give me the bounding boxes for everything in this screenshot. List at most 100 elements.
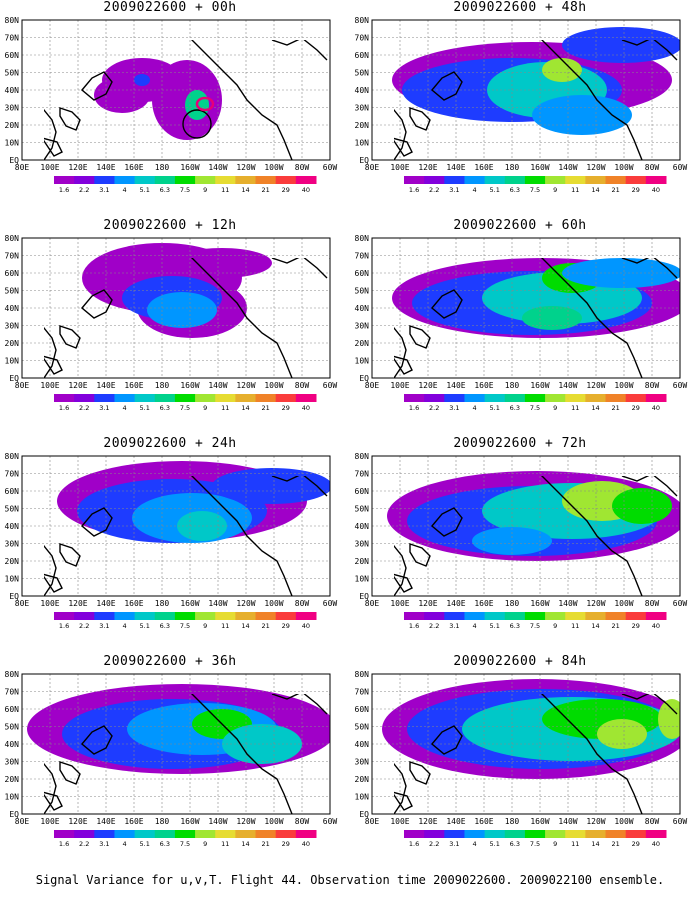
lon-tick-label: 60W [323,163,338,172]
colorbar-label: 11 [571,186,579,194]
colorbar-label: 7.5 [530,186,540,194]
lon-tick-label: 80E [365,817,380,826]
lon-tick-label: 120W [236,817,255,826]
colorbar-label: 2.2 [429,186,439,194]
colorbar-label: 7.5 [530,622,540,630]
variance-shading [522,306,582,330]
colorbar-swatch [545,612,566,620]
lon-tick-label: 120W [586,381,605,390]
panel-title: 2009022600 + 24h [103,436,237,451]
lon-tick-label: 100E [40,599,59,608]
lat-tick-label: 30N [5,540,20,549]
lon-tick-label: 180 [155,817,170,826]
colorbar-swatch [94,176,115,184]
lon-tick-label: 80W [645,599,660,608]
colorbar-swatch [54,176,75,184]
lat-tick-label: 70N [355,252,370,261]
colorbar-swatch [295,612,317,620]
colorbar-swatch [444,830,465,838]
map-frame [371,455,681,597]
lon-tick-label: 100E [40,381,59,390]
map-grid [372,456,680,596]
lon-tick-label: 100W [264,599,283,608]
lat-tick-label: 30N [5,104,20,113]
colorbar-swatch [645,612,667,620]
lat-tick-label: 40N [5,86,20,95]
colorbar-swatch [645,176,667,184]
lon-tick-label: 60W [323,817,338,826]
colorbar-label: 4 [122,404,126,412]
coastline [394,258,680,379]
lon-tick-label: 80E [365,599,380,608]
lon-tick-label: 80E [15,381,30,390]
colorbar-swatch [275,176,297,184]
colorbar-swatch [565,830,586,838]
map-panel: 2009022600 + 12h 80N 70N 60N 50N 40N 30N 20N 10N… [0,218,340,428]
colorbar-swatch [74,612,95,620]
observation-circle [182,109,212,139]
colorbar-label: 9 [203,186,207,194]
lat-tick-label: EQ [9,592,19,601]
colorbar-swatch [545,176,566,184]
lon-tick-label: 160W [530,381,549,390]
panel-title: 2009022600 + 36h [103,654,237,669]
map-grid [22,456,330,596]
colorbar-swatch [404,830,425,838]
colorbar-swatch [444,612,465,620]
lon-tick-label: 80E [15,599,30,608]
map-panel: 2009022600 + 36h 80N 70N 60N 50N 40N 30N 20N 10N… [0,654,340,864]
lon-tick-label: 120E [68,381,87,390]
colorbar-swatch [645,394,667,402]
lat-tick-label: 10N [5,793,20,802]
colorbar-label: 14 [591,186,599,194]
colorbar-label: 40 [652,622,660,630]
colorbar-label: 6.3 [160,404,170,412]
colorbar-swatch [215,830,236,838]
colorbar-label: 4 [472,840,476,848]
colorbar-label: 9 [553,840,557,848]
lon-tick-label: 120W [236,381,255,390]
colorbar-label: 29 [632,186,640,194]
colorbar-label: 3.1 [99,404,109,412]
colorbar-swatch [134,612,156,620]
colorbar-swatch [255,612,277,620]
colorbar-label: 6.3 [510,186,520,194]
lat-tick-label: EQ [9,810,19,819]
colorbar-label: 3.1 [449,622,459,630]
lat-tick-label: 50N [5,505,20,514]
lon-tick-label: 140W [558,163,577,172]
colorbar-label: 4 [472,622,476,630]
colorbar-swatch [54,830,75,838]
colorbar-swatch [94,394,115,402]
lat-tick-label: 50N [5,723,20,732]
coastline [394,40,680,161]
lat-tick-label: 30N [355,104,370,113]
variance-shading [597,719,647,749]
colorbar-swatch [605,830,627,838]
lon-tick-label: 160E [474,599,493,608]
lon-tick-label: 80E [15,163,30,172]
colorbar-label: 1.6 [409,186,419,194]
lat-tick-label: 50N [355,505,370,514]
lon-tick-label: 120E [68,599,87,608]
lat-tick-label: 60N [355,51,370,60]
colorbar-swatch [255,394,277,402]
colorbar-label: 1.6 [59,840,69,848]
colorbar-label: 3.1 [99,840,109,848]
colorbar-label: 9 [553,622,557,630]
colorbar-label: 5.1 [140,622,150,630]
map-grid [22,20,330,160]
colorbar-swatch [195,612,216,620]
colorbar-swatch [275,830,297,838]
colorbar-label: 40 [302,186,310,194]
colorbar-swatch [625,176,647,184]
lon-tick-label: 180 [155,381,170,390]
lon-tick-label: 140E [96,817,115,826]
panel-title: 2009022600 + 72h [453,436,587,451]
lon-tick-label: 60W [323,381,338,390]
map-grid [372,238,680,378]
